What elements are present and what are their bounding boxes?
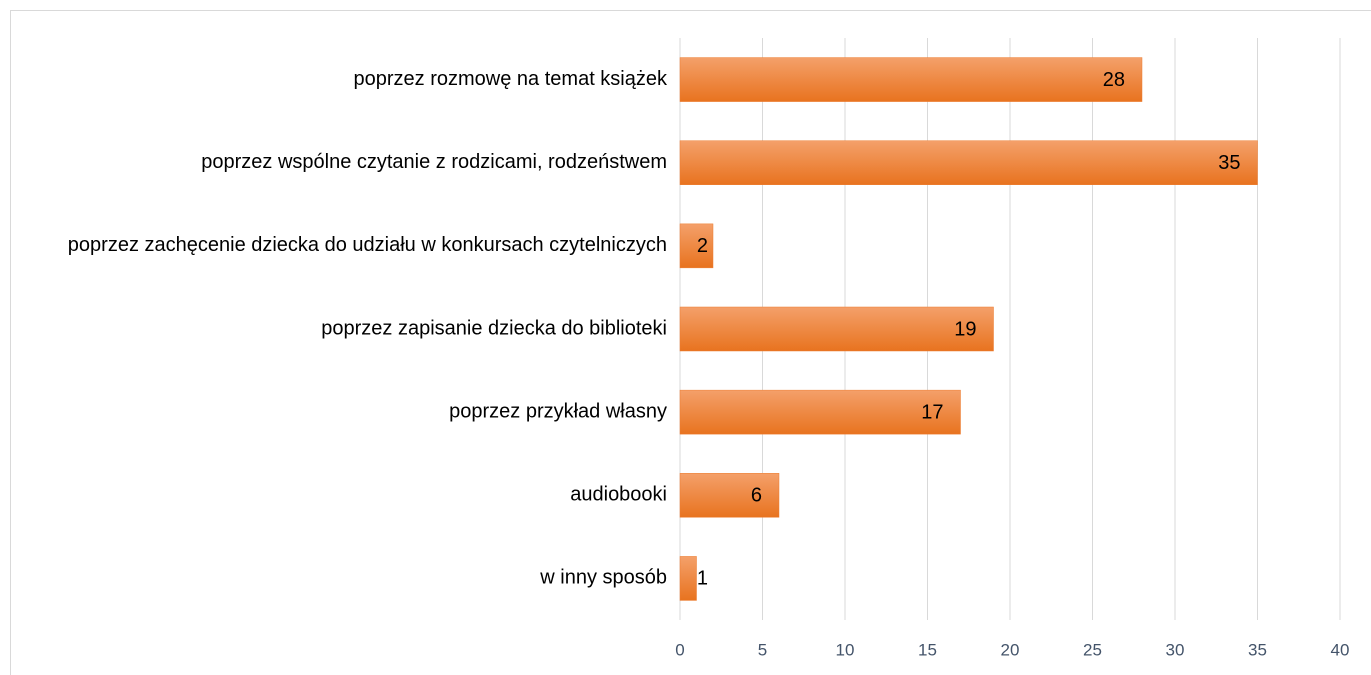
x-tick-label: 25 [1083, 640, 1102, 659]
bar [679, 473, 780, 518]
data-label: 17 [921, 401, 943, 423]
x-tick-label: 0 [675, 640, 684, 659]
bar [679, 57, 1143, 102]
x-tick-label: 35 [1248, 640, 1267, 659]
bar [679, 389, 961, 435]
x-tick-label: 15 [918, 640, 937, 659]
x-tick-label: 40 [1331, 640, 1350, 659]
x-tick-label: 20 [1001, 640, 1020, 659]
category-label: poprzez wspólne czytanie z rodzicami, ro… [201, 151, 667, 173]
bar [679, 140, 1258, 185]
category-label: poprzez zachęcenie dziecka do udziału w … [68, 234, 667, 256]
data-label: 35 [1218, 152, 1240, 174]
x-tick-label: 5 [758, 640, 767, 659]
category-label: w inny sposób [539, 567, 667, 589]
data-label: 1 [697, 568, 708, 590]
category-label: poprzez zapisanie dziecka do biblioteki [321, 317, 667, 339]
bar [679, 223, 714, 269]
data-label: 28 [1103, 69, 1125, 91]
category-label: poprzez przykład własny [449, 400, 667, 422]
x-tick-label: 10 [836, 640, 855, 659]
category-label: audiobooki [570, 484, 667, 506]
data-label: 2 [697, 235, 708, 257]
x-tick-label: 30 [1166, 640, 1185, 659]
bar [679, 306, 994, 352]
category-label: poprzez rozmowę na temat książek [354, 68, 668, 90]
data-label: 19 [954, 318, 976, 340]
bar [679, 556, 697, 601]
data-label: 6 [751, 485, 762, 507]
